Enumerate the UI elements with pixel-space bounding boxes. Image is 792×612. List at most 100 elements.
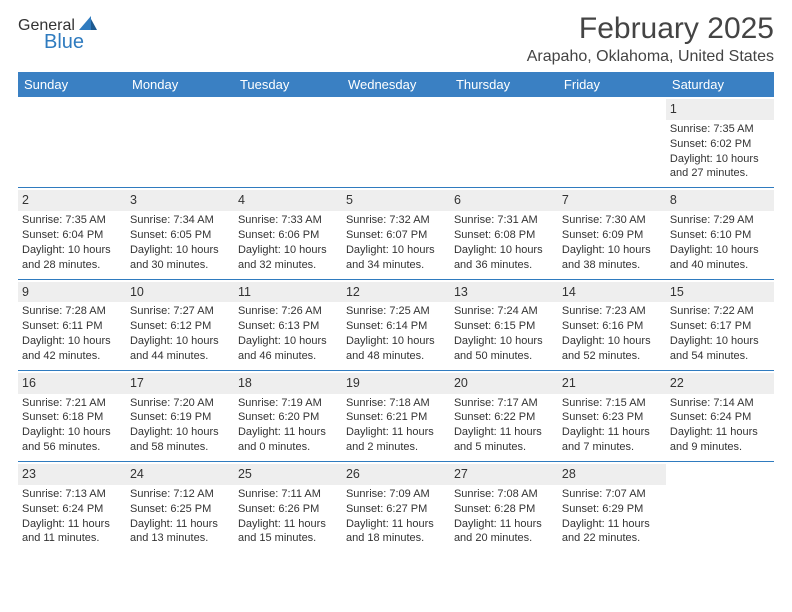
weekday-header: Sunday xyxy=(18,72,126,97)
calendar-day-cell: 21Sunrise: 7:15 AMSunset: 6:23 PMDayligh… xyxy=(558,370,666,461)
day-details: Sunrise: 7:26 AMSunset: 6:13 PMDaylight:… xyxy=(238,304,338,363)
day-number: 19 xyxy=(342,373,450,394)
weekday-header: Friday xyxy=(558,72,666,97)
calendar-day-cell xyxy=(666,462,774,553)
calendar-day-cell: 14Sunrise: 7:23 AMSunset: 6:16 PMDayligh… xyxy=(558,279,666,370)
calendar-day-cell: 20Sunrise: 7:17 AMSunset: 6:22 PMDayligh… xyxy=(450,370,558,461)
day-number: 20 xyxy=(450,373,558,394)
day-detail-line: Sunset: 6:24 PM xyxy=(22,502,122,517)
month-title: February 2025 xyxy=(527,12,774,46)
day-detail-line: Sunset: 6:15 PM xyxy=(454,319,554,334)
day-detail-line: Daylight: 10 hours xyxy=(130,334,230,349)
day-detail-line: Sunset: 6:12 PM xyxy=(130,319,230,334)
calendar-day-cell: 22Sunrise: 7:14 AMSunset: 6:24 PMDayligh… xyxy=(666,370,774,461)
day-detail-line: Sunrise: 7:29 AM xyxy=(670,213,770,228)
calendar-day-cell xyxy=(450,97,558,188)
day-detail-line: Sunset: 6:25 PM xyxy=(130,502,230,517)
day-detail-line: Daylight: 10 hours xyxy=(22,334,122,349)
day-detail-line: Daylight: 11 hours xyxy=(562,425,662,440)
day-number: 1 xyxy=(666,99,774,120)
day-number: 7 xyxy=(558,190,666,211)
day-detail-line: Sunset: 6:22 PM xyxy=(454,410,554,425)
day-details: Sunrise: 7:30 AMSunset: 6:09 PMDaylight:… xyxy=(562,213,662,272)
day-number: 13 xyxy=(450,282,558,303)
day-number: 9 xyxy=(18,282,126,303)
calendar-day-cell: 16Sunrise: 7:21 AMSunset: 6:18 PMDayligh… xyxy=(18,370,126,461)
day-detail-line: Sunset: 6:24 PM xyxy=(670,410,770,425)
calendar-table: SundayMondayTuesdayWednesdayThursdayFrid… xyxy=(18,72,774,552)
day-detail-line: and 0 minutes. xyxy=(238,440,338,455)
day-detail-line: Daylight: 11 hours xyxy=(238,425,338,440)
day-details: Sunrise: 7:11 AMSunset: 6:26 PMDaylight:… xyxy=(238,487,338,546)
day-detail-line: Sunrise: 7:13 AM xyxy=(22,487,122,502)
day-number: 5 xyxy=(342,190,450,211)
day-detail-line: and 13 minutes. xyxy=(130,531,230,546)
day-detail-line: and 7 minutes. xyxy=(562,440,662,455)
calendar-day-cell: 2Sunrise: 7:35 AMSunset: 6:04 PMDaylight… xyxy=(18,188,126,279)
day-detail-line: and 32 minutes. xyxy=(238,258,338,273)
day-detail-line: and 44 minutes. xyxy=(130,349,230,364)
day-detail-line: Daylight: 11 hours xyxy=(562,517,662,532)
calendar-week-row: 9Sunrise: 7:28 AMSunset: 6:11 PMDaylight… xyxy=(18,279,774,370)
calendar-day-cell: 13Sunrise: 7:24 AMSunset: 6:15 PMDayligh… xyxy=(450,279,558,370)
day-detail-line: and 22 minutes. xyxy=(562,531,662,546)
day-details: Sunrise: 7:21 AMSunset: 6:18 PMDaylight:… xyxy=(22,396,122,455)
day-detail-line: Daylight: 11 hours xyxy=(346,517,446,532)
day-detail-line: Daylight: 10 hours xyxy=(454,243,554,258)
calendar-day-cell: 18Sunrise: 7:19 AMSunset: 6:20 PMDayligh… xyxy=(234,370,342,461)
day-detail-line: and 30 minutes. xyxy=(130,258,230,273)
day-detail-line: Sunset: 6:05 PM xyxy=(130,228,230,243)
day-detail-line: Daylight: 10 hours xyxy=(562,334,662,349)
day-detail-line: Sunrise: 7:31 AM xyxy=(454,213,554,228)
day-detail-line: Daylight: 10 hours xyxy=(130,425,230,440)
day-number: 21 xyxy=(558,373,666,394)
day-detail-line: Daylight: 10 hours xyxy=(562,243,662,258)
weekday-header: Monday xyxy=(126,72,234,97)
day-number: 6 xyxy=(450,190,558,211)
calendar-day-cell: 3Sunrise: 7:34 AMSunset: 6:05 PMDaylight… xyxy=(126,188,234,279)
day-number: 8 xyxy=(666,190,774,211)
day-number: 11 xyxy=(234,282,342,303)
day-details: Sunrise: 7:28 AMSunset: 6:11 PMDaylight:… xyxy=(22,304,122,363)
day-number: 17 xyxy=(126,373,234,394)
day-detail-line: Sunrise: 7:28 AM xyxy=(22,304,122,319)
brand-blue: Blue xyxy=(44,32,97,52)
day-detail-line: Sunset: 6:11 PM xyxy=(22,319,122,334)
brand-logo: General Blue xyxy=(18,12,97,52)
calendar-page: General Blue February 2025 Arapaho, Okla… xyxy=(0,0,792,552)
calendar-day-cell xyxy=(18,97,126,188)
day-detail-line: Daylight: 10 hours xyxy=(454,334,554,349)
day-detail-line: Sunset: 6:18 PM xyxy=(22,410,122,425)
day-detail-line: and 50 minutes. xyxy=(454,349,554,364)
calendar-day-cell: 19Sunrise: 7:18 AMSunset: 6:21 PMDayligh… xyxy=(342,370,450,461)
day-detail-line: Sunrise: 7:23 AM xyxy=(562,304,662,319)
day-number: 23 xyxy=(18,464,126,485)
day-detail-line: Daylight: 10 hours xyxy=(238,334,338,349)
calendar-day-cell: 10Sunrise: 7:27 AMSunset: 6:12 PMDayligh… xyxy=(126,279,234,370)
day-detail-line: Daylight: 10 hours xyxy=(130,243,230,258)
day-detail-line: Sunset: 6:17 PM xyxy=(670,319,770,334)
day-detail-line: Sunrise: 7:32 AM xyxy=(346,213,446,228)
calendar-day-cell xyxy=(342,97,450,188)
calendar-day-cell: 7Sunrise: 7:30 AMSunset: 6:09 PMDaylight… xyxy=(558,188,666,279)
day-detail-line: Sunset: 6:28 PM xyxy=(454,502,554,517)
day-details: Sunrise: 7:25 AMSunset: 6:14 PMDaylight:… xyxy=(346,304,446,363)
day-detail-line: and 38 minutes. xyxy=(562,258,662,273)
day-detail-line: and 52 minutes. xyxy=(562,349,662,364)
day-details: Sunrise: 7:29 AMSunset: 6:10 PMDaylight:… xyxy=(670,213,770,272)
calendar-week-row: 16Sunrise: 7:21 AMSunset: 6:18 PMDayligh… xyxy=(18,370,774,461)
day-detail-line: and 28 minutes. xyxy=(22,258,122,273)
day-detail-line: Sunrise: 7:15 AM xyxy=(562,396,662,411)
day-detail-line: Daylight: 11 hours xyxy=(346,425,446,440)
day-number: 22 xyxy=(666,373,774,394)
day-details: Sunrise: 7:31 AMSunset: 6:08 PMDaylight:… xyxy=(454,213,554,272)
day-detail-line: Daylight: 11 hours xyxy=(670,425,770,440)
calendar-day-cell: 4Sunrise: 7:33 AMSunset: 6:06 PMDaylight… xyxy=(234,188,342,279)
calendar-day-cell: 24Sunrise: 7:12 AMSunset: 6:25 PMDayligh… xyxy=(126,462,234,553)
day-detail-line: Sunset: 6:02 PM xyxy=(670,137,770,152)
day-detail-line: Sunset: 6:14 PM xyxy=(346,319,446,334)
day-detail-line: Sunrise: 7:08 AM xyxy=(454,487,554,502)
day-detail-line: Daylight: 11 hours xyxy=(454,517,554,532)
location-subtitle: Arapaho, Oklahoma, United States xyxy=(527,48,774,66)
page-header: General Blue February 2025 Arapaho, Okla… xyxy=(18,12,774,66)
